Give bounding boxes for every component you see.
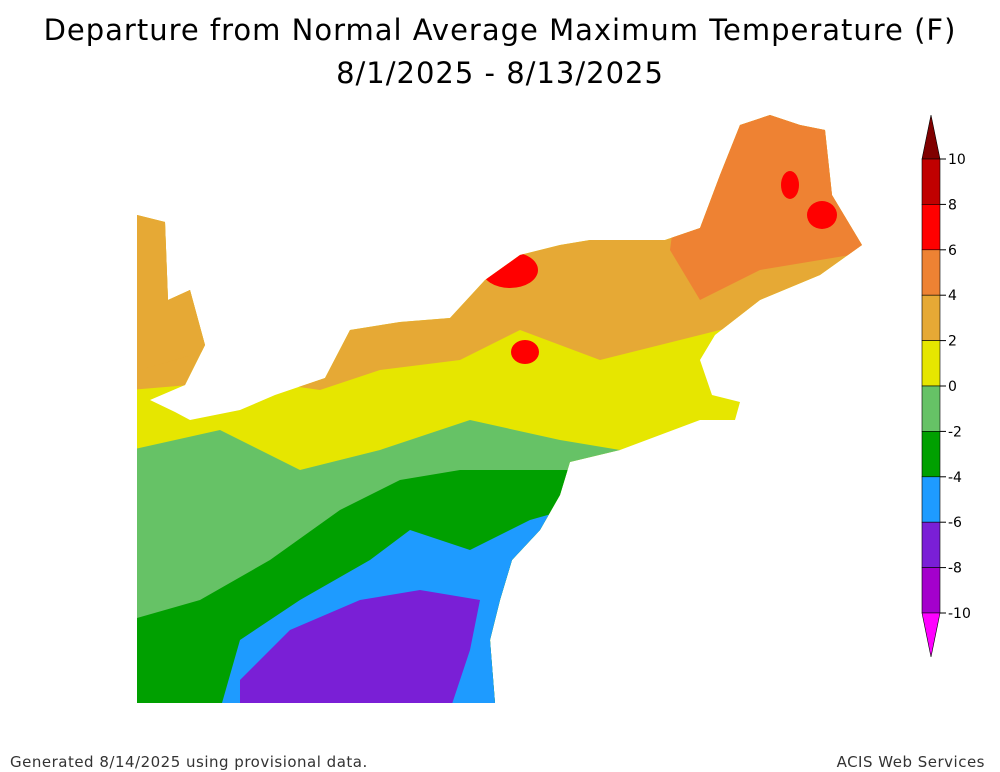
- legend-bin: [921, 249, 941, 296]
- legend-arrow-top: [921, 114, 941, 160]
- legend-bin: [921, 521, 941, 568]
- legend-tick-label: 2: [948, 334, 957, 350]
- legend-bin: [921, 158, 941, 205]
- footer-left: Generated 8/14/2025 using provisional da…: [10, 753, 368, 771]
- legend-tick-label: -8: [948, 561, 962, 577]
- legend-arrow-bottom: [921, 612, 941, 658]
- legend-bin: [921, 567, 941, 614]
- legend-tick-label: 0: [948, 379, 957, 395]
- legend-tick-label: 10: [948, 152, 966, 168]
- map-title: Departure from Normal Average Maximum Te…: [44, 13, 957, 47]
- legend-tick-label: 8: [948, 197, 957, 213]
- legend-tick-label: 4: [948, 288, 957, 304]
- legend-tick-label: -4: [948, 470, 962, 486]
- legend-bin: [921, 294, 941, 341]
- legend-tick-label: 6: [948, 243, 957, 259]
- legend-tick-label: -6: [948, 515, 962, 531]
- legend-bin: [921, 204, 941, 251]
- legend-tick-label: -2: [948, 424, 962, 440]
- legend-bin: [921, 476, 941, 523]
- temperature-map: [137, 115, 862, 703]
- legend-bin: [921, 431, 941, 478]
- color-legend: 10 8 6 4 2 0 -2 -4 -6 -8 -10: [921, 114, 971, 658]
- map-subtitle: 8/1/2025 - 8/13/2025: [336, 56, 664, 90]
- legend-tick-label: -10: [948, 606, 971, 622]
- legend-bin: [921, 385, 941, 432]
- footer-right: ACIS Web Services: [837, 753, 985, 771]
- legend-bin: [921, 340, 941, 387]
